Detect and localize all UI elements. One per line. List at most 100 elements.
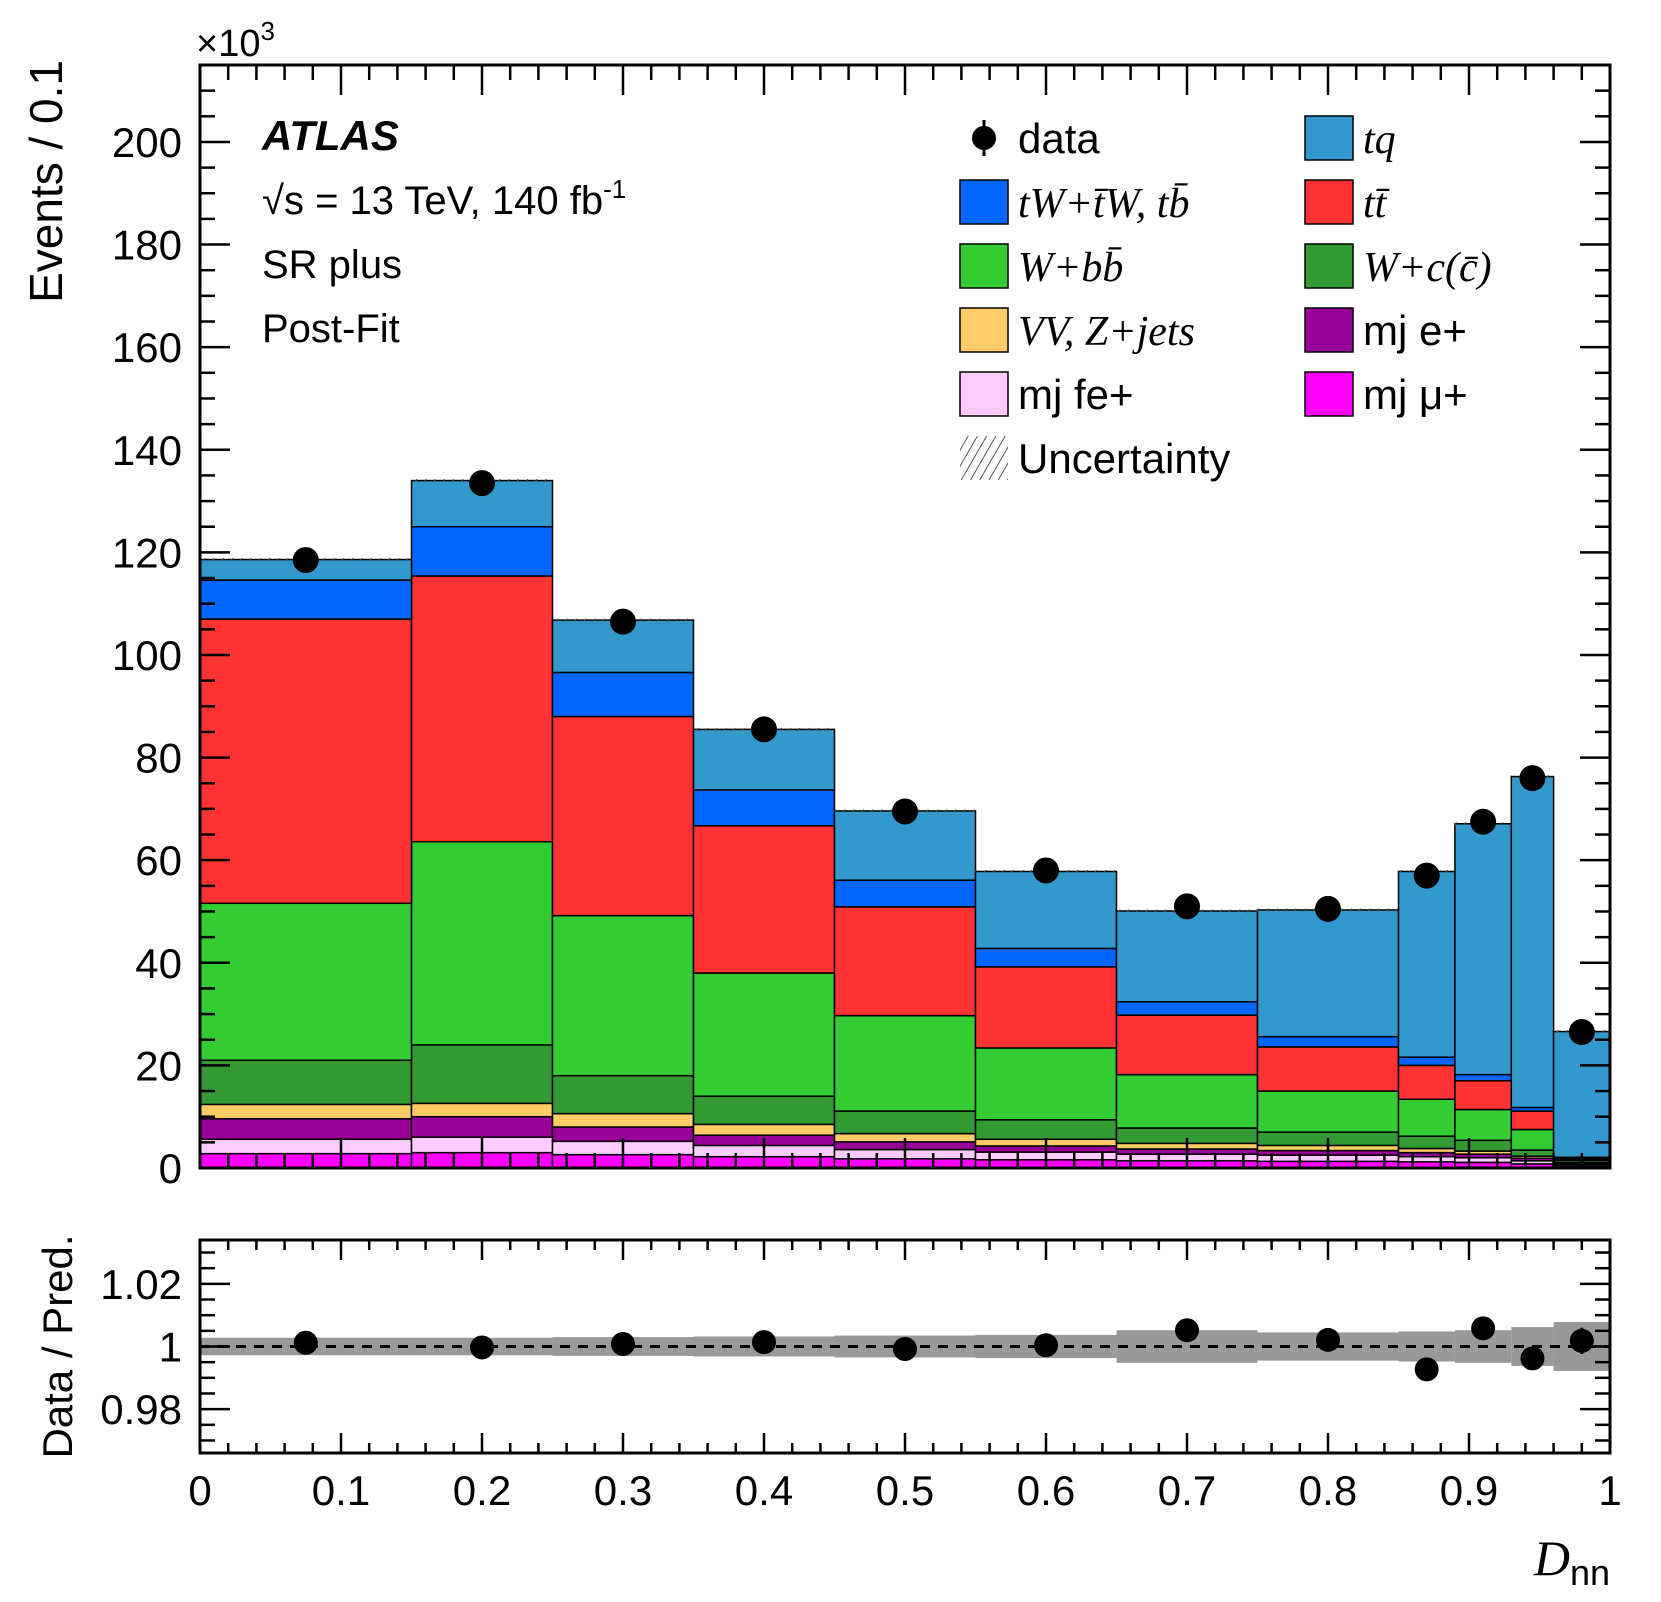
- x-tick-label-5: 0.5: [876, 1467, 934, 1514]
- ratio-y-tick-label-0.98: 0.98: [100, 1386, 182, 1433]
- y-tick-label-200: 200: [112, 119, 182, 166]
- bar-tq-10: [1510, 775, 1555, 1109]
- ratio-point-8: [1414, 1357, 1439, 1382]
- bar-w-c-c--2: [551, 1074, 695, 1115]
- y-multiplier: ×103: [196, 16, 275, 65]
- fit-label: Post-Fit: [262, 307, 400, 351]
- data-point-3: [751, 716, 777, 743]
- bar-w-c-c--3: [692, 1095, 836, 1126]
- bar-w-bb--5: [974, 1047, 1118, 1121]
- x-tick-labels: 0 0.1 0.2 0.3 0.4 0.5 0.6 0.7 0.8 0.9 1: [188, 1467, 1621, 1514]
- bar-tw-t-w-tb--4: [833, 879, 977, 908]
- bar-vv-z-jets-0: [199, 1103, 413, 1120]
- data-point-1: [469, 470, 495, 497]
- bar-w-bb--1: [410, 840, 554, 1046]
- x-tick-label-3: 0.3: [594, 1467, 652, 1514]
- y-tick-label-80: 80: [135, 735, 182, 782]
- bar-mj--0: [199, 1152, 413, 1169]
- x-tick-label-2: 0.2: [453, 1467, 511, 1514]
- legend-label-mj-: mj μ+: [1363, 371, 1468, 418]
- y-tick-labels: 0 20 40 60 80 100 120 140 160 180 200: [112, 119, 182, 1192]
- atlas-label: ATLAS: [261, 112, 399, 159]
- ratio-point-7: [1316, 1327, 1340, 1352]
- y-tick-label-180: 180: [112, 222, 182, 269]
- bar-tq-9: [1454, 823, 1513, 1076]
- bar-mj-e--1: [410, 1115, 554, 1138]
- data-point-6: [1174, 893, 1200, 920]
- x-tick-label-9: 0.9: [1440, 1467, 1498, 1514]
- x-tick-label-0: 0: [188, 1467, 211, 1514]
- ratio-point-4: [893, 1337, 917, 1362]
- legend-swatch-w-bb-: [959, 243, 1009, 289]
- x-tick-label-4: 0.4: [735, 1467, 793, 1514]
- bar-tt--0: [199, 618, 413, 905]
- ratio-y-axis-label: Data / Pred.: [34, 1234, 81, 1458]
- bar-w-c-c--10: [1510, 1149, 1555, 1157]
- ratio-y-tick-label-1.02: 1.02: [100, 1261, 182, 1308]
- bar-tq-7: [1256, 909, 1400, 1038]
- bar-tt--9: [1454, 1080, 1513, 1111]
- bar-w-bb--3: [692, 972, 836, 1097]
- bar-tw-t-w-tb--7: [1256, 1035, 1400, 1048]
- legend-label-data: data: [1018, 115, 1100, 162]
- bar-tt--1: [410, 575, 554, 843]
- bar-w-bb--4: [833, 1014, 977, 1112]
- ratio-point-5: [1034, 1333, 1058, 1358]
- bar-w-c-c--8: [1397, 1135, 1456, 1150]
- x-tick-label-8: 0.8: [1299, 1467, 1357, 1514]
- legend: data tq tW+t̄W, tb̄ tt̄ W+bb̄ W+c(c̄) VV, Z+je…: [959, 115, 1492, 482]
- bar-w-c-c--9: [1454, 1139, 1513, 1152]
- data-point-9: [1470, 808, 1497, 835]
- bar-mj-e--0: [199, 1117, 413, 1141]
- bar-w-bb--8: [1397, 1098, 1456, 1137]
- data-point-2: [610, 608, 636, 635]
- bar-vv-z-jets-3: [692, 1123, 836, 1136]
- ratio-data-points: [293, 1316, 1594, 1382]
- ratio-y-tick-label-1: 1: [159, 1324, 182, 1371]
- bar-tt--5: [974, 966, 1118, 1049]
- bar-w-c-c--5: [974, 1119, 1118, 1141]
- bar-tw-t-w-tb--5: [974, 947, 1118, 968]
- bar-tw-t-w-tb--3: [692, 789, 836, 827]
- bar-w-bb--0: [199, 902, 413, 1062]
- bar-tw-t-w-tb--9: [1454, 1073, 1513, 1082]
- legend-label-tt-: tt̄: [1363, 181, 1390, 227]
- legend-swatch-vv-z-jets: [959, 307, 1009, 353]
- x-tick-label-6: 0.6: [1017, 1467, 1075, 1514]
- region-label: SR plus: [262, 243, 402, 287]
- ratio-point-9: [1471, 1316, 1496, 1341]
- bar-tq-6: [1115, 910, 1259, 1003]
- bar-tt--4: [833, 906, 977, 1017]
- bar-vv-z-jets-2: [551, 1112, 695, 1128]
- bar-tw-t-w-tb--0: [199, 579, 413, 620]
- bar-tq-11: [1552, 1030, 1611, 1158]
- y-tick-label-40: 40: [135, 940, 182, 987]
- legend-label-uncertainty: Uncertainty: [1018, 435, 1230, 482]
- legend-label-tq: tq: [1363, 117, 1396, 163]
- bar-tt--10: [1510, 1110, 1555, 1131]
- bar-tt--7: [1256, 1046, 1400, 1092]
- bar-tt--3: [692, 825, 836, 974]
- bar-vv-z-jets-1: [410, 1102, 554, 1118]
- ratio-y-tick-labels: 0.98 1 1.02: [100, 1261, 182, 1433]
- bar-tt--6: [1115, 1014, 1259, 1076]
- y-tick-label-0: 0: [159, 1145, 182, 1192]
- legend-label-mj-e-: mj e+: [1363, 307, 1467, 354]
- y-tick-label-20: 20: [135, 1042, 182, 1089]
- ratio-point-10: [1520, 1346, 1545, 1371]
- legend-swatch-uncertainty: [960, 436, 1008, 480]
- legend-label-vv-z-jets: VV, Z+jets: [1018, 309, 1195, 355]
- ratio-axis-ticks: [198, 1240, 1612, 1453]
- x-axis-label: Dnn: [1533, 1530, 1610, 1593]
- bar-tw-t-w-tb--1: [410, 525, 554, 577]
- data-point-10: [1519, 765, 1546, 792]
- y-tick-label-140: 140: [112, 427, 182, 474]
- data-point-4: [892, 798, 918, 825]
- ratio-point-2: [611, 1331, 635, 1356]
- bar-w-bb--2: [551, 914, 695, 1077]
- legend-swatch-tq: [1304, 115, 1354, 161]
- y-tick-label-160: 160: [112, 324, 182, 371]
- bar-tt--8: [1397, 1064, 1456, 1101]
- legend-label-w-bb-: W+bb̄: [1018, 245, 1123, 291]
- bar-w-bb--10: [1510, 1128, 1555, 1151]
